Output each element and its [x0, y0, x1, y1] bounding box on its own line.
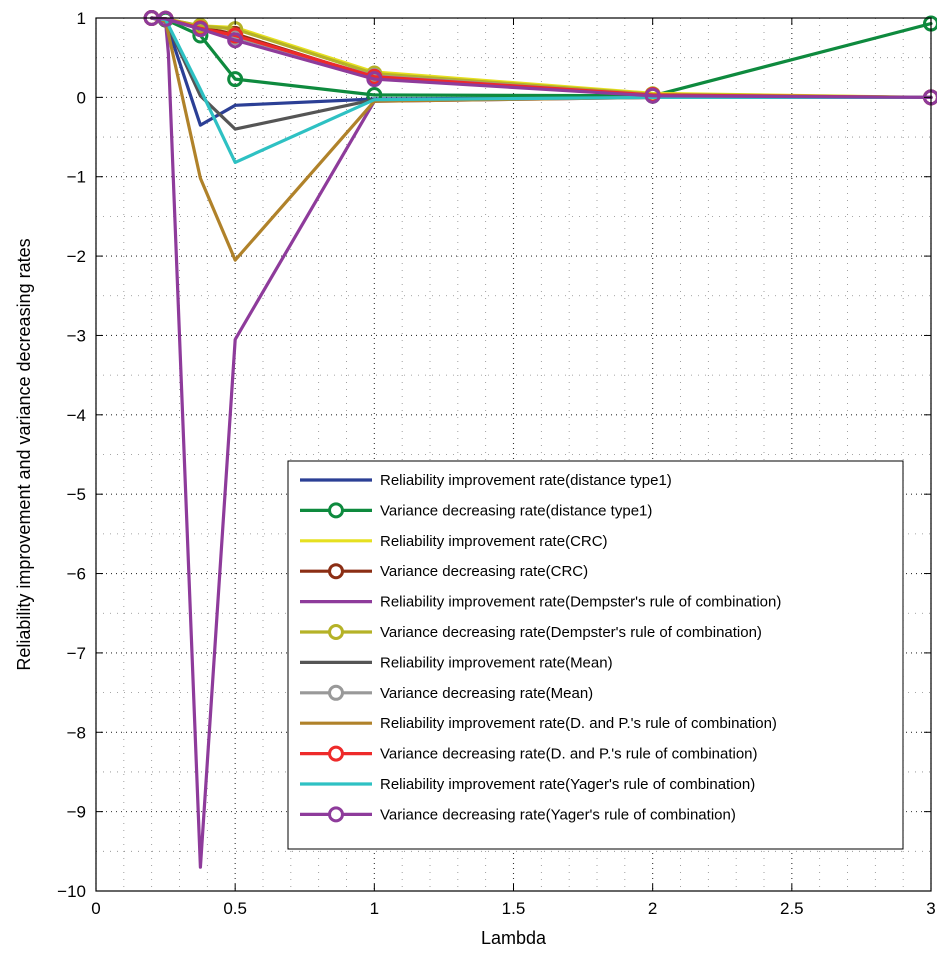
legend-item: Variance decreasing rate(Mean)	[300, 684, 593, 702]
axis-ticks: 0 0.5 1 1.5 2 2.5 3−10−9−8−7−6−5−4−3−2−101	[57, 9, 936, 918]
y-tick-label: −8	[67, 723, 86, 742]
legend-label: Variance decreasing rate(Yager's rule of…	[380, 806, 736, 823]
data-point	[644, 87, 661, 104]
y-tick-label: 0	[77, 88, 86, 107]
x-tick-label: 2	[648, 899, 657, 918]
legend-label: Variance decreasing rate(CRC)	[380, 563, 588, 580]
data-point	[157, 10, 174, 27]
legend-label: Reliability improvement rate(distance ty…	[380, 472, 672, 489]
legend-label: Reliability improvement rate(Yager's rul…	[380, 776, 755, 793]
legend-label: Reliability improvement rate(D. and P.'s…	[380, 715, 777, 732]
x-tick-label: 1	[370, 899, 379, 918]
legend-label: Reliability improvement rate(Mean)	[380, 654, 613, 671]
x-tick-label: 2.5	[780, 899, 804, 918]
y-tick-label: −9	[67, 803, 86, 822]
legend-label: Variance decreasing rate(distance type1)	[380, 502, 652, 519]
legend-item: Reliability improvement rate(distance ty…	[300, 472, 672, 489]
y-tick-label: −1	[67, 168, 86, 187]
legend-item: Variance decreasing rate(distance type1)	[300, 502, 652, 519]
y-tick-label: 1	[77, 9, 86, 28]
legend-label: Variance decreasing rate(D. and P.'s rul…	[380, 746, 758, 763]
legend-item: Reliability improvement rate(CRC)	[300, 533, 608, 550]
y-axis-label: Reliability improvement and variance dec…	[14, 238, 34, 670]
y-tick-label: −7	[67, 644, 86, 663]
legend-marker	[328, 624, 344, 640]
legend-item: Variance decreasing rate(D. and P.'s rul…	[300, 745, 758, 763]
legend-label: Variance decreasing rate(Dempster's rule…	[380, 624, 762, 641]
y-tick-label: −4	[67, 406, 86, 425]
series-line	[150, 16, 933, 100]
legend-item: Variance decreasing rate(Yager's rule of…	[300, 806, 736, 823]
y-tick-label: −10	[57, 882, 86, 901]
legend-item: Reliability improvement rate(Yager's rul…	[300, 776, 755, 793]
y-tick-label: −6	[67, 565, 86, 584]
legend: Reliability improvement rate(distance ty…	[287, 460, 904, 850]
series	[150, 16, 933, 131]
legend-item: Variance decreasing rate(CRC)	[300, 563, 588, 580]
x-tick-label: 0	[91, 899, 100, 918]
y-tick-label: −3	[67, 326, 86, 345]
series-lines	[143, 10, 937, 869]
legend-marker	[328, 563, 344, 580]
legend-box	[287, 460, 904, 850]
legend-marker	[328, 502, 344, 519]
legend-label: Reliability improvement rate(CRC)	[380, 533, 608, 550]
y-tick-label: −2	[67, 247, 86, 266]
legend-label: Reliability improvement rate(Dempster's …	[380, 594, 781, 611]
legend-marker	[328, 745, 344, 762]
x-axis-label: Lambda	[481, 928, 547, 948]
legend-item: Reliability improvement rate(D. and P.'s…	[300, 715, 777, 732]
data-point	[227, 32, 244, 49]
legend-item: Variance decreasing rate(Dempster's rule…	[300, 624, 762, 641]
data-point	[192, 21, 209, 38]
legend-item: Reliability improvement rate(Mean)	[300, 654, 613, 671]
data-point	[227, 27, 244, 44]
legend-label: Variance decreasing rate(Mean)	[380, 685, 593, 702]
x-tick-label: 0.5	[223, 899, 247, 918]
x-tick-label: 3	[926, 899, 935, 918]
series-line	[150, 16, 933, 131]
data-point	[366, 71, 383, 88]
legend-marker	[328, 684, 344, 701]
x-tick-label: 1.5	[502, 899, 526, 918]
legend-item: Reliability improvement rate(Dempster's …	[300, 594, 781, 611]
data-point	[227, 71, 244, 88]
y-tick-label: −5	[67, 485, 86, 504]
series-line	[150, 16, 933, 100]
legend-marker	[328, 806, 344, 823]
